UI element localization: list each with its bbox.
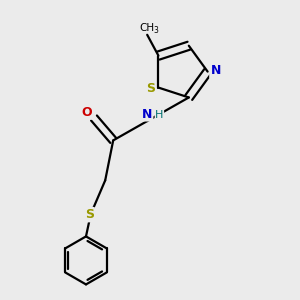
Text: CH: CH (140, 23, 155, 33)
Text: N: N (142, 107, 152, 121)
Text: N: N (210, 64, 221, 77)
Text: O: O (82, 106, 92, 119)
Text: S: S (146, 82, 155, 95)
Text: S: S (85, 208, 94, 221)
Text: H: H (155, 110, 164, 120)
Text: 3: 3 (154, 26, 159, 35)
